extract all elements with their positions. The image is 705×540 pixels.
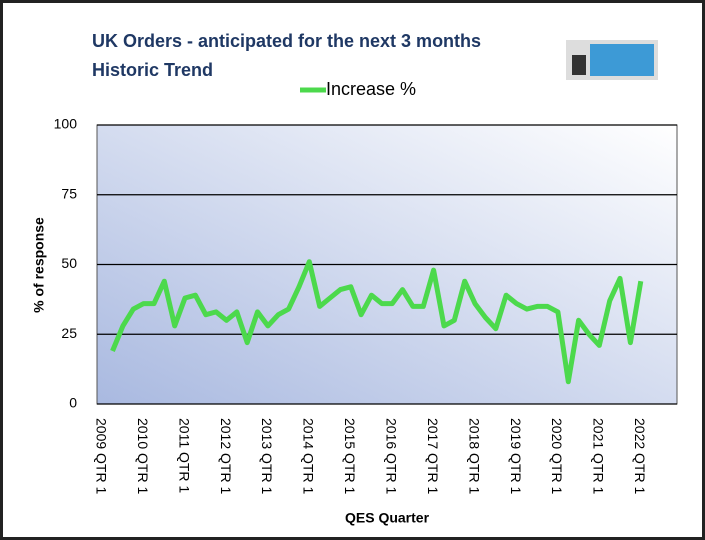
x-tick-label: 2020 QTR 1 [549, 418, 565, 494]
legend-label: Increase % [326, 79, 416, 99]
x-tick-label: 2017 QTR 1 [425, 418, 441, 494]
y-axis-title: % of response [31, 217, 47, 313]
chart-title: UK Orders - anticipated for the next 3 m… [92, 31, 481, 51]
x-tick-label: 2010 QTR 1 [135, 418, 151, 494]
x-tick-label: 2011 QTR 1 [176, 418, 192, 493]
x-tick-label: 2022 QTR 1 [632, 418, 648, 494]
x-tick-label: 2021 QTR 1 [591, 418, 607, 494]
x-tick-label: 2015 QTR 1 [342, 418, 358, 494]
chart-subtitle: Historic Trend [92, 60, 213, 80]
x-tick-label: 2018 QTR 1 [466, 418, 482, 494]
x-tick-label: 2009 QTR 1 [93, 418, 109, 494]
x-axis-title: QES Quarter [345, 510, 430, 526]
x-tick-label: 2014 QTR 1 [301, 418, 317, 494]
series-line [110, 259, 644, 385]
y-tick-label: 50 [61, 255, 77, 271]
y-tick-label: 75 [61, 185, 77, 201]
x-tick-label: 2019 QTR 1 [508, 418, 524, 494]
logo [566, 40, 658, 80]
y-tick-label: 100 [54, 116, 78, 132]
y-tick-label: 25 [61, 325, 77, 341]
y-tick-label: 0 [69, 395, 77, 411]
x-tick-label: 2016 QTR 1 [383, 418, 399, 494]
x-tick-label: 2012 QTR 1 [218, 418, 234, 494]
x-tick-label: 2013 QTR 1 [259, 418, 275, 494]
